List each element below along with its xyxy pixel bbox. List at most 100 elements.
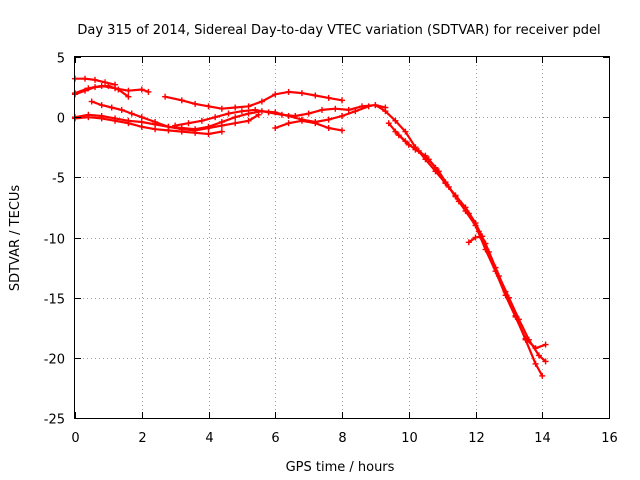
- data-point: [125, 120, 132, 127]
- data-point: [92, 84, 99, 91]
- data-point: [402, 138, 409, 145]
- data-point: [205, 103, 212, 110]
- x-tick-label: 2: [138, 431, 146, 446]
- series-arc-g: [162, 88, 345, 112]
- y-tick-label: 5: [57, 52, 65, 67]
- data-point: [502, 292, 509, 299]
- data-point: [482, 246, 489, 253]
- data-point: [339, 112, 345, 119]
- data-point: [472, 222, 479, 229]
- data-point: [232, 114, 239, 121]
- x-tick-label: 4: [205, 431, 213, 446]
- data-point: [102, 79, 109, 86]
- y-tick-label: 0: [57, 112, 65, 127]
- data-point: [138, 123, 145, 130]
- x-tick-label: 8: [338, 431, 346, 446]
- data-point: [178, 97, 185, 104]
- data-point: [402, 128, 409, 135]
- series-arc-m: [465, 233, 486, 246]
- series-arc-i: [272, 117, 345, 134]
- data-point: [218, 105, 225, 112]
- data-point: [192, 100, 199, 107]
- data-point: [128, 110, 135, 117]
- data-point: [325, 94, 332, 101]
- data-point: [325, 124, 332, 131]
- data-point: [339, 97, 345, 104]
- data-point: [442, 179, 449, 186]
- data-point: [422, 152, 429, 159]
- data-point: [542, 341, 549, 348]
- data-point: [432, 164, 439, 171]
- data-point: [118, 106, 125, 113]
- data-point: [225, 110, 232, 117]
- data-point: [312, 92, 319, 99]
- x-tick-label: 10: [401, 431, 418, 446]
- x-tick-label: 16: [601, 431, 618, 446]
- data-point: [245, 117, 252, 124]
- data-point: [272, 91, 279, 98]
- data-point: [345, 106, 352, 113]
- data-point: [382, 108, 389, 115]
- data-point: [278, 111, 285, 118]
- y-tick-label: -15: [44, 293, 65, 308]
- data-point: [325, 116, 332, 123]
- data-point: [218, 128, 225, 135]
- data-point: [245, 103, 252, 110]
- data-point: [178, 128, 185, 135]
- data-point: [145, 88, 152, 95]
- data-point: [465, 239, 472, 246]
- data-point: [285, 88, 292, 95]
- data-point: [318, 106, 325, 113]
- data-point: [479, 233, 486, 240]
- data-point: [532, 345, 539, 352]
- data-point: [265, 109, 272, 116]
- data-point: [332, 105, 339, 112]
- y-tick-label: -25: [44, 413, 65, 428]
- data-point: [125, 93, 132, 100]
- data-point: [298, 117, 305, 124]
- x-tick-label: 6: [271, 431, 279, 446]
- data-point: [185, 120, 192, 127]
- data-point: [212, 114, 219, 121]
- y-tick-label: -10: [44, 233, 65, 248]
- data-point: [82, 75, 89, 82]
- data-point: [492, 268, 499, 275]
- data-point: [98, 102, 105, 109]
- data-point: [105, 82, 112, 89]
- data-point: [232, 104, 239, 111]
- data-point: [339, 127, 345, 134]
- series-line: [394, 130, 547, 350]
- data-point: [258, 98, 265, 105]
- data-point: [125, 87, 132, 94]
- y-tick-label: -5: [52, 172, 65, 187]
- plot-frame: [74, 56, 610, 419]
- data-point: [232, 120, 239, 127]
- data-point: [452, 193, 459, 200]
- data-point: [392, 128, 399, 135]
- x-axis-label: GPS time / hours: [286, 460, 395, 475]
- data-point: [285, 120, 292, 127]
- data-point: [385, 120, 392, 127]
- series-arc-f: [72, 114, 225, 138]
- data-point: [535, 352, 542, 359]
- data-point: [205, 123, 212, 130]
- data-point: [88, 98, 95, 105]
- data-point: [312, 120, 319, 127]
- x-tick-label: 0: [71, 431, 79, 446]
- data-point: [472, 234, 479, 241]
- data-point: [112, 117, 119, 124]
- data-point: [165, 127, 172, 134]
- data-point: [238, 108, 245, 115]
- data-point: [152, 126, 159, 133]
- data-point: [162, 93, 169, 100]
- y-tick-label: -20: [44, 353, 65, 368]
- data-point: [372, 102, 379, 109]
- data-point: [292, 112, 299, 119]
- data-point: [198, 117, 205, 124]
- data-point: [138, 86, 145, 93]
- chart-title: Day 315 of 2014, Sidereal Day-to-day VTE…: [77, 23, 600, 38]
- data-point: [218, 118, 225, 125]
- data-point: [172, 122, 179, 129]
- data-point: [542, 358, 549, 365]
